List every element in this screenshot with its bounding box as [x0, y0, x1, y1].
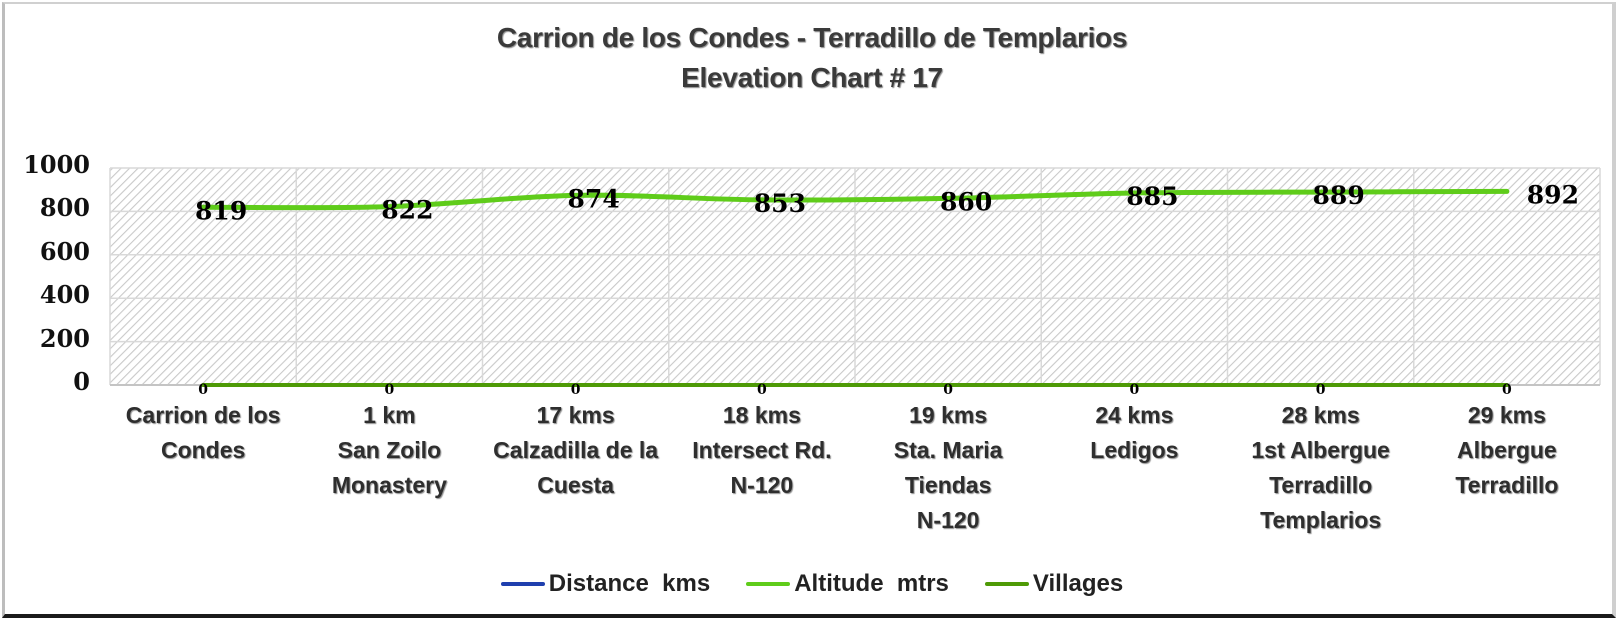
legend-line-icon — [746, 582, 791, 586]
chart-title: Carrion de los Condes - Terradillo de Te… — [496, 22, 1128, 53]
x-category-label: 19 kms Sta. Maria Tiendas N-120 — [893, 402, 1003, 533]
x-category-label: 29 kms Albergue Terradillo — [1455, 402, 1559, 498]
y-tick-label: 800 — [39, 193, 90, 223]
villages-data-label: 0 — [1130, 382, 1140, 398]
villages-data-label: 0 — [385, 382, 395, 398]
x-category-label: 1 km San Zoilo Monastery — [331, 402, 447, 498]
villages-data-label: 0 — [1316, 382, 1326, 398]
x-category-label: 17 kms Calzadilla de la Cuesta — [493, 402, 659, 498]
altitude-data-label: 889 — [1313, 181, 1365, 210]
legend-label: Villages — [1032, 570, 1124, 597]
altitude-data-label: 822 — [381, 196, 433, 225]
legend: Distance kms Altitude mtrs Villages — [0, 570, 1624, 598]
y-tick-label: 600 — [39, 236, 90, 266]
legend-item[interactable]: Villages — [984, 570, 1124, 598]
altitude-data-label: 892 — [1527, 180, 1579, 209]
legend-label: Distance kms — [548, 570, 711, 597]
villages-data-label: 0 — [571, 382, 581, 398]
legend-item[interactable]: Altitude mtrs — [746, 570, 949, 598]
altitude-data-label: 885 — [1126, 182, 1178, 211]
x-category-label: 18 kms Intersect Rd. N-120 — [692, 402, 832, 498]
altitude-line — [200, 188, 1510, 211]
legend-line-icon — [984, 582, 1029, 586]
x-category-label: 24 kms Ledigos — [1090, 402, 1179, 463]
villages-data-label: 0 — [198, 382, 208, 398]
villages-data-label: 0 — [1502, 382, 1512, 398]
y-tick-label: 200 — [39, 323, 90, 353]
x-category-label: Carrion de los Condes — [125, 402, 281, 463]
chart-subtitle: Elevation Chart # 17 — [681, 62, 943, 93]
altitude-data-label: 874 — [568, 184, 620, 213]
villages-data-label: 0 — [943, 382, 953, 398]
legend-line-icon — [500, 582, 545, 586]
legend-item[interactable]: Distance kms — [500, 570, 711, 598]
y-tick-label: 400 — [39, 280, 90, 310]
legend-label: Altitude mtrs — [794, 570, 949, 597]
y-tick-label: 1000 — [23, 150, 90, 179]
x-category-label: 28 kms 1st Albergue Terradillo Templario… — [1251, 402, 1390, 533]
altitude-data-label: 860 — [940, 187, 992, 216]
altitude-data-label: 819 — [195, 196, 247, 225]
y-tick-label: 0 — [73, 367, 90, 396]
villages-data-label: 0 — [757, 382, 767, 398]
altitude-data-label: 853 — [754, 189, 806, 218]
